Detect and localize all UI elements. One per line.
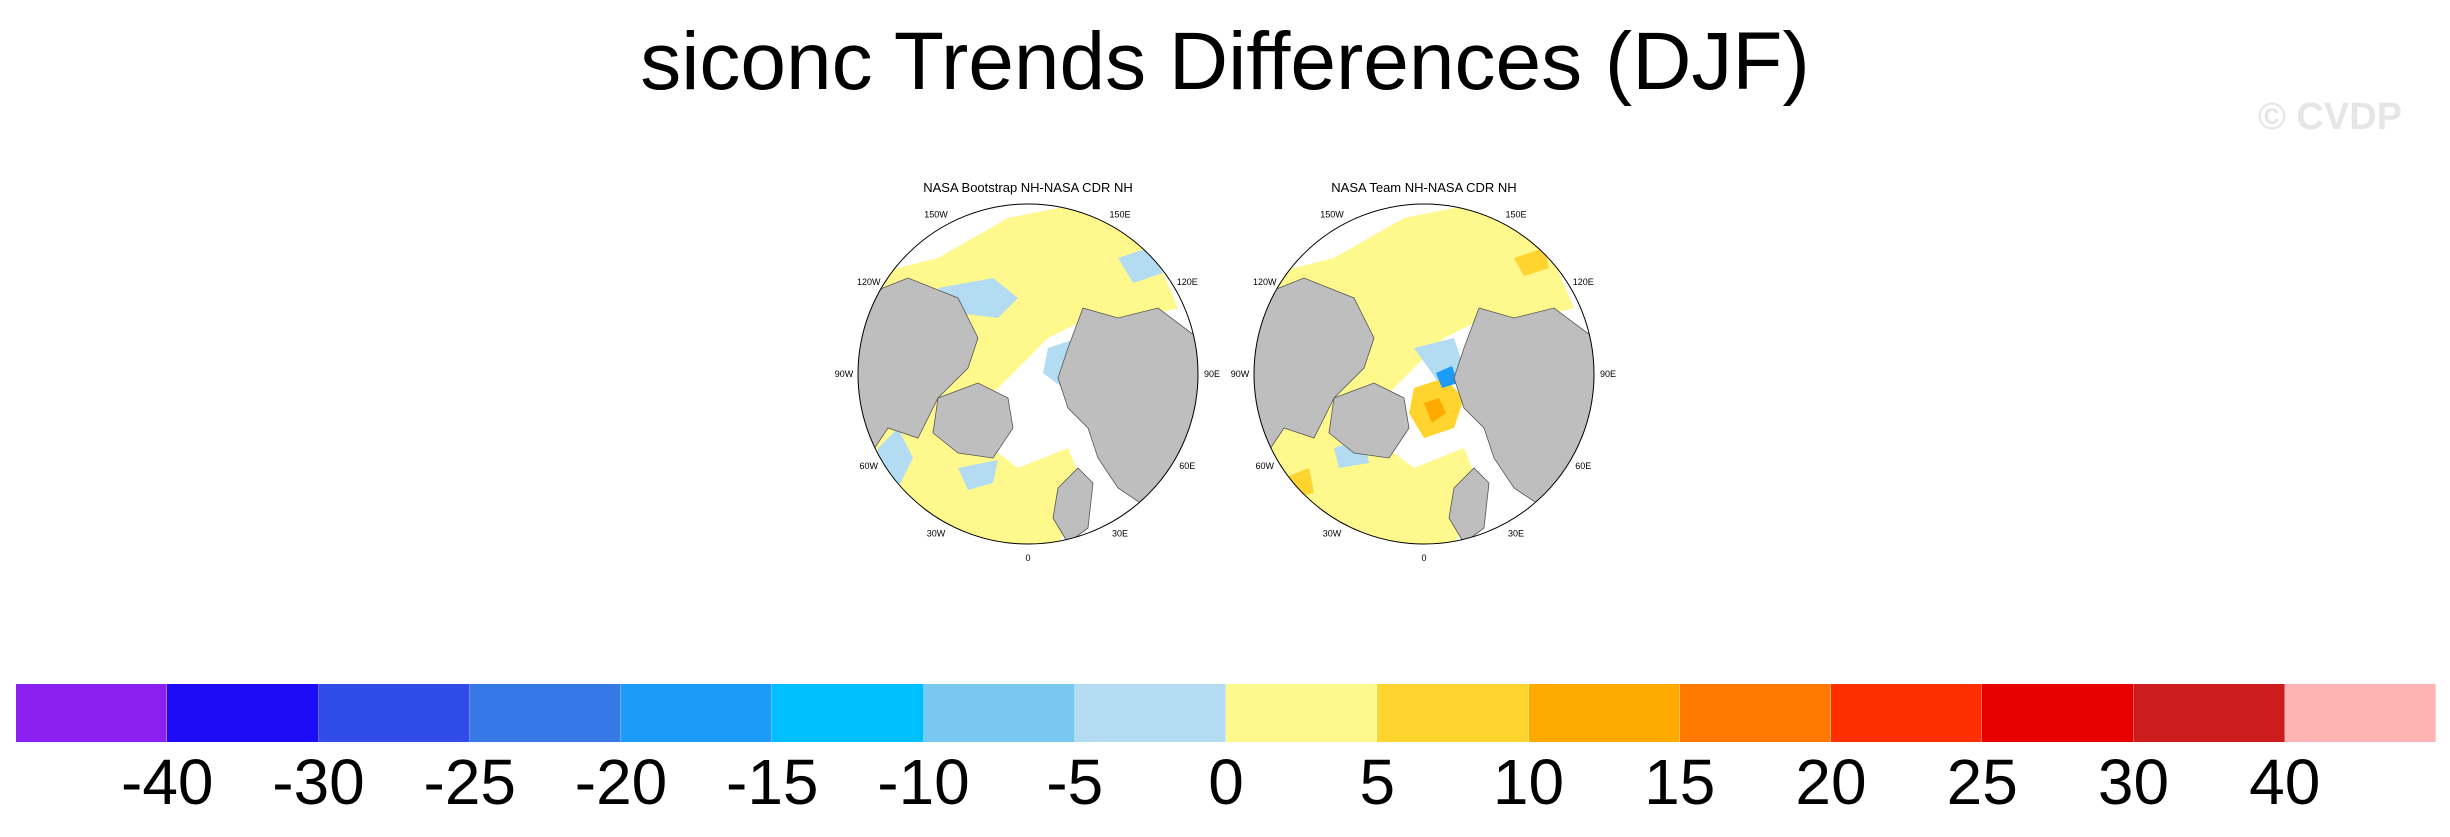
polar-map: 180150E120E90E60E30E030W60W90W120W150W <box>1231 203 1616 563</box>
ice-region-positive-medium <box>1284 248 1549 498</box>
colorbar-box <box>16 684 168 742</box>
longitude-label: 0 <box>1025 553 1030 563</box>
colorbar-label: 30 <box>2097 746 2170 818</box>
colorbar-label: -5 <box>1046 746 1104 818</box>
longitude-label: 90E <box>1600 369 1616 379</box>
colorbar-label: 5 <box>1359 746 1396 818</box>
longitude-label: 90W <box>835 369 854 379</box>
longitude-label: 30W <box>927 528 946 538</box>
ice-region-negative-strong <box>1436 366 1458 388</box>
colorbar-box <box>772 684 924 742</box>
longitude-label: 30E <box>1508 528 1524 538</box>
colorbar-box <box>1831 684 1983 742</box>
colorbar-box <box>1528 684 1680 742</box>
longitude-label: 60W <box>859 461 878 471</box>
longitude-label: 0 <box>1421 553 1426 563</box>
figure-title: siconc Trends Differences (DJF) <box>640 16 1810 107</box>
longitude-label: 150E <box>1109 210 1130 220</box>
colorbar-box <box>923 684 1075 742</box>
land-greenland <box>932 382 1014 459</box>
colorbar-box <box>1226 684 1378 742</box>
land-scandinavia <box>1052 467 1094 544</box>
longitude-label: 120E <box>1177 277 1198 287</box>
colorbar-label: 0 <box>1208 746 1244 818</box>
longitude-label: 30E <box>1112 528 1128 538</box>
colorbar-box <box>167 684 319 742</box>
colorbar-box <box>469 684 621 742</box>
cvdp-watermark: © CVDP <box>2257 96 2402 138</box>
longitude-label: 30W <box>1323 528 1342 538</box>
colorbar-box <box>621 684 773 742</box>
longitude-label: 150W <box>1320 210 1344 220</box>
longitude-label: 150W <box>924 210 948 220</box>
colorbar-box <box>1074 684 1226 742</box>
longitude-label: 90E <box>1204 369 1220 379</box>
colorbar-box <box>1377 684 1529 742</box>
longitude-label: 60E <box>1575 461 1591 471</box>
panel-title: NASA Team NH-NASA CDR NH <box>1331 180 1517 195</box>
colorbar-label: 40 <box>2249 746 2321 818</box>
colorbar-box <box>2284 684 2436 742</box>
colorbar-label: 10 <box>1492 746 1565 818</box>
colorbar-label: -40 <box>121 746 214 818</box>
colorbar-label: -25 <box>423 746 517 818</box>
polar-map: 180150E120E90E60E30E030W60W90W120W150W <box>835 203 1220 563</box>
colorbar-label: 15 <box>1644 746 1716 818</box>
colorbar-box <box>1982 684 2134 742</box>
ice-region-negative <box>878 248 1163 490</box>
longitude-label: 120W <box>1253 277 1277 287</box>
longitude-label: 120E <box>1573 277 1594 287</box>
map-panel-bootstrap: NASA Bootstrap NH-NASA CDR NH 180150E120… <box>818 172 1238 572</box>
land-scandinavia <box>1448 467 1490 544</box>
colorbar-label: -30 <box>272 746 365 818</box>
colorbar-box <box>318 684 470 742</box>
longitude-label: 120W <box>857 277 881 287</box>
colorbar <box>16 684 2436 742</box>
colorbar-label: -10 <box>877 746 970 818</box>
longitude-label: 90W <box>1231 369 1250 379</box>
map-panel-team: NASA Team NH-NASA CDR NH 180150E120E90E6… <box>1214 172 1634 572</box>
land-greenland <box>1328 382 1410 459</box>
longitude-label: 60W <box>1255 461 1274 471</box>
longitude-label: 60E <box>1179 461 1195 471</box>
colorbar-labels: -40 -30 -25 -20 -15 -10 -5 0 5 10 15 20 25 30 40 <box>0 742 2450 822</box>
colorbar-box <box>2133 684 2285 742</box>
colorbar-label: 20 <box>1795 746 1867 818</box>
panel-title: NASA Bootstrap NH-NASA CDR NH <box>923 180 1133 195</box>
longitude-label: 150E <box>1505 210 1526 220</box>
colorbar-box <box>1679 684 1831 742</box>
colorbar-label: -15 <box>726 746 819 818</box>
colorbar-label: -20 <box>574 746 668 818</box>
colorbar-label: 25 <box>1946 746 2018 818</box>
